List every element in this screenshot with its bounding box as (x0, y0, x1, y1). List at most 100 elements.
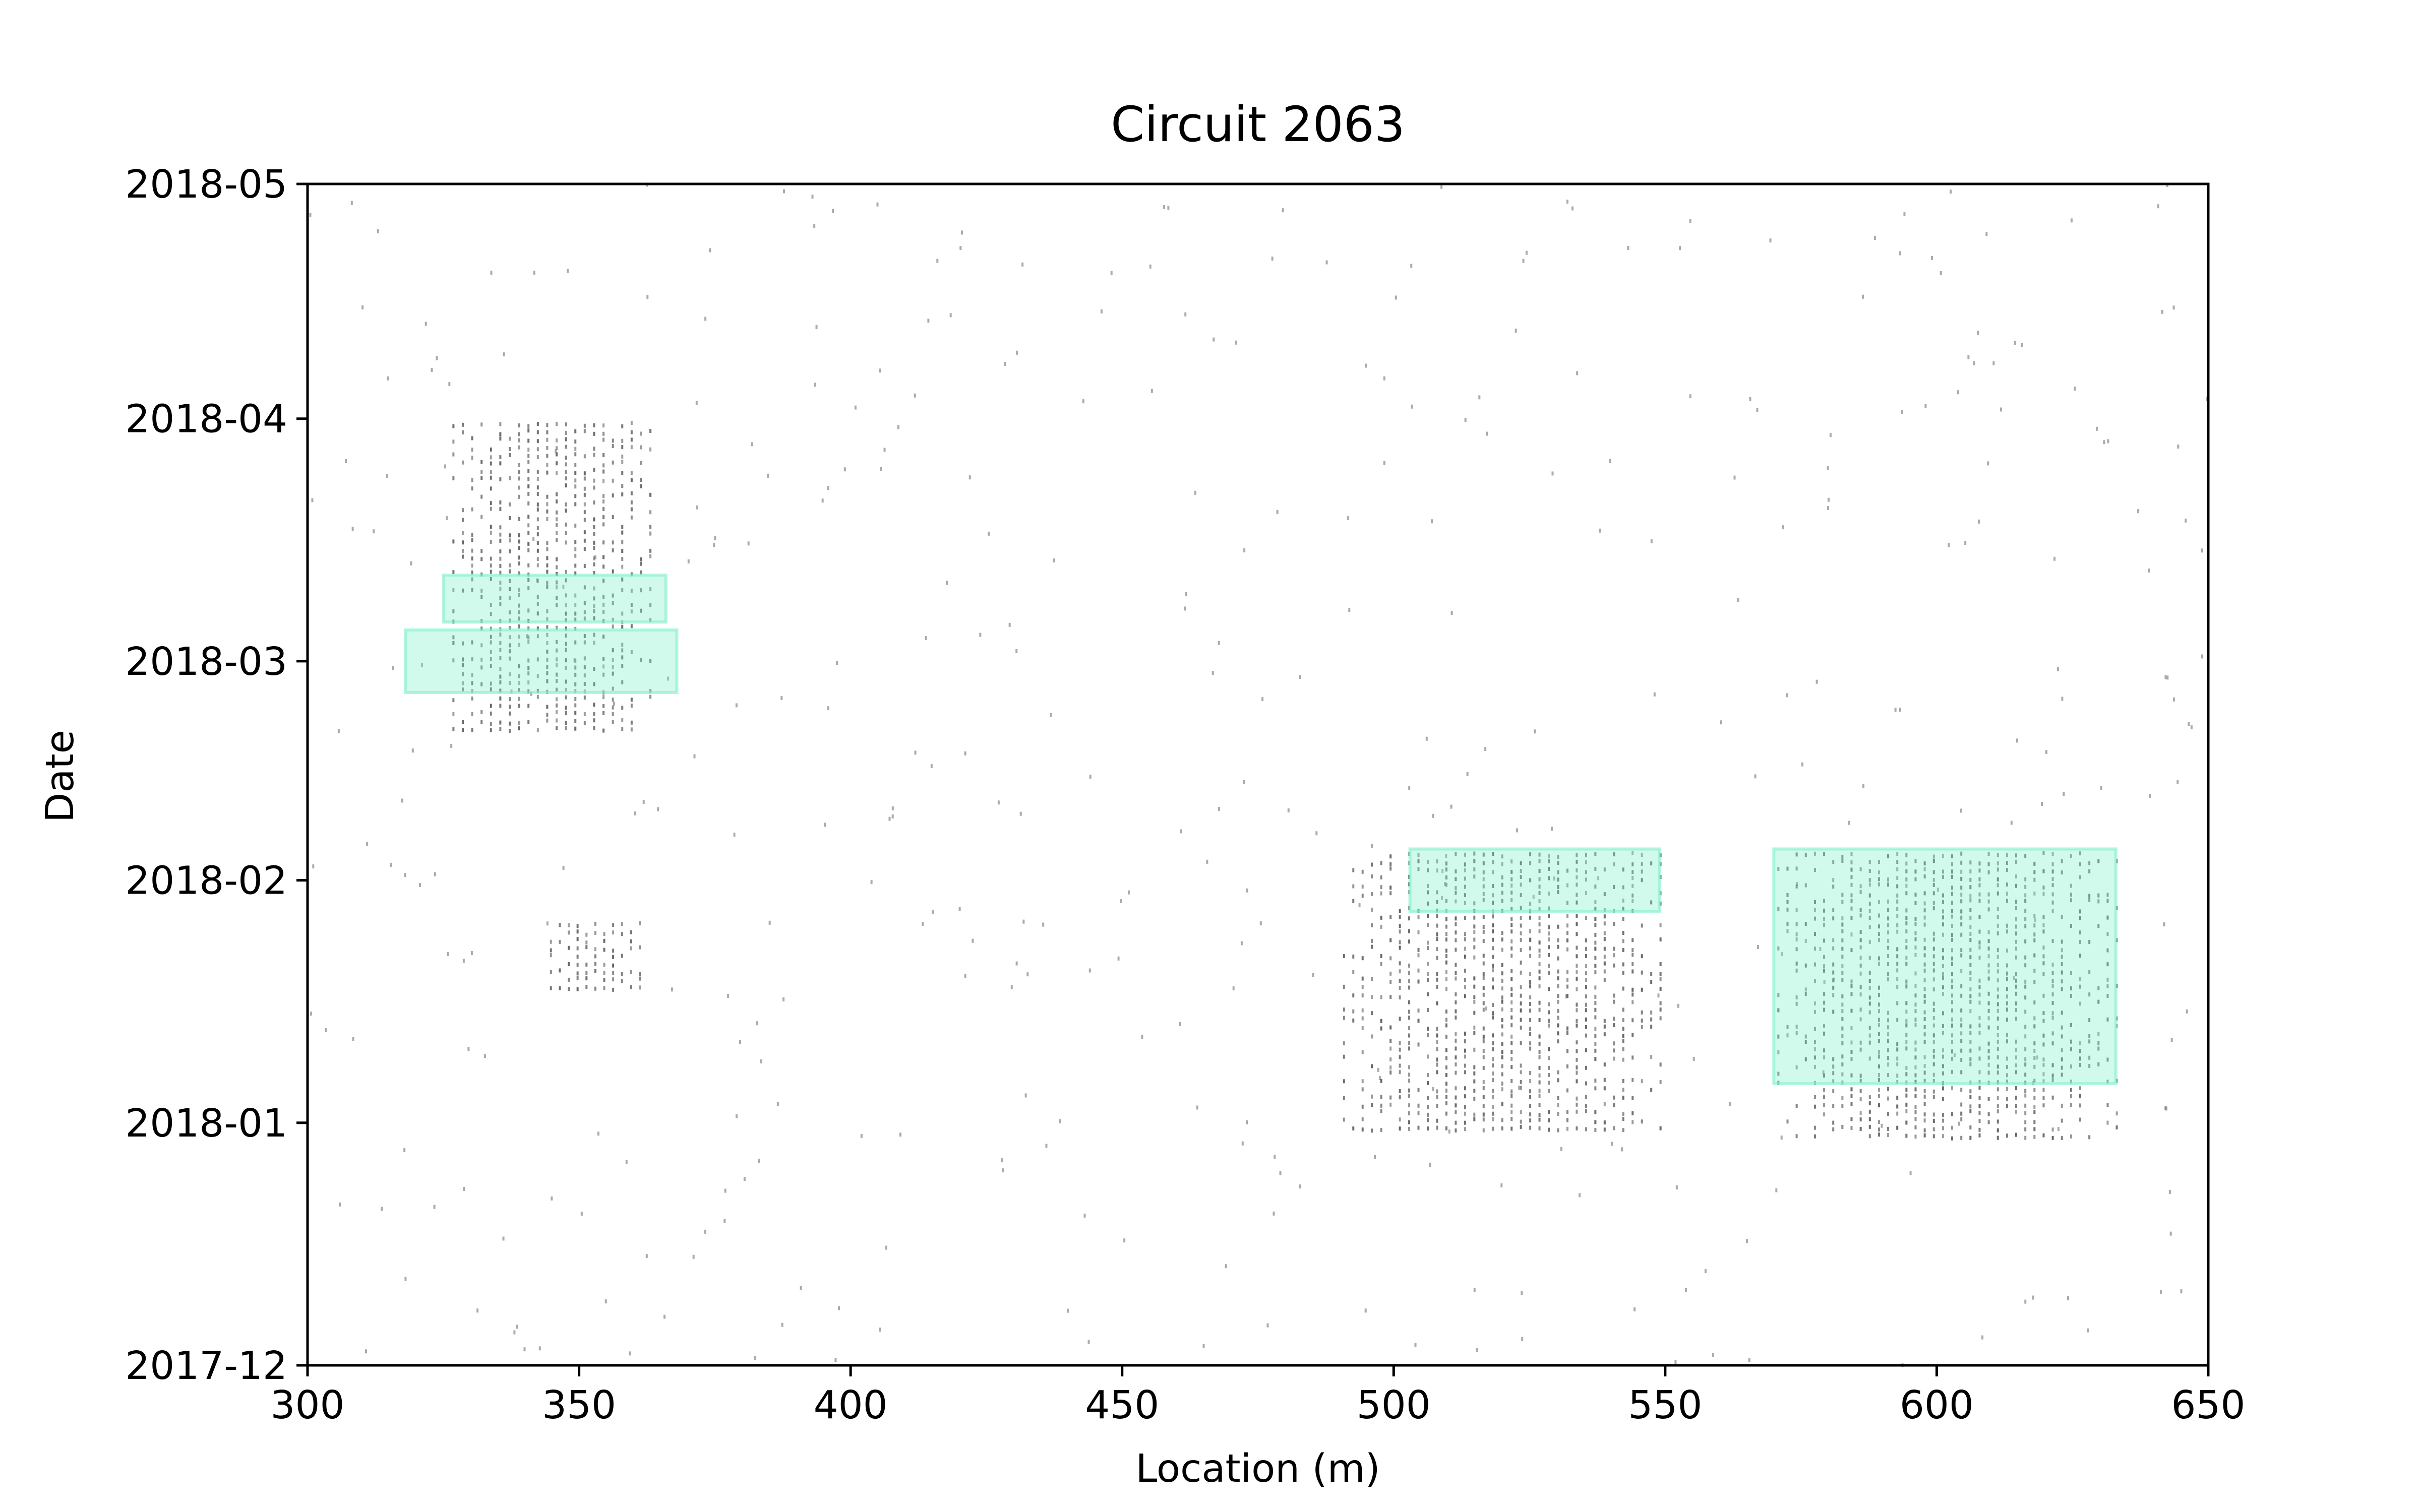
data-point (735, 1114, 738, 1118)
data-point (490, 577, 492, 581)
data-point (695, 401, 698, 405)
data-point (1436, 900, 1438, 904)
data-point (1371, 892, 1373, 896)
data-point (2024, 877, 2027, 881)
data-point (2172, 697, 2175, 702)
data-point (649, 510, 652, 515)
data-point (2051, 862, 2054, 866)
data-point (480, 710, 483, 715)
data-point (1613, 862, 1615, 866)
data-point (612, 515, 614, 520)
data-point (1850, 1057, 1853, 1061)
data-point (1520, 1110, 1522, 1114)
data-point (1585, 1008, 1587, 1013)
data-point (546, 430, 549, 434)
data-point (1677, 1003, 1679, 1008)
data-point (1585, 994, 1587, 999)
data-point (1417, 1103, 1420, 1108)
data-point (1996, 963, 1999, 967)
data-point (2061, 970, 2063, 975)
data-point (546, 641, 549, 645)
data-point (1905, 869, 1908, 873)
data-point (518, 517, 520, 521)
data-point (556, 657, 558, 662)
data-point (1987, 930, 1990, 934)
data-point (1538, 1065, 1541, 1070)
data-point (2166, 675, 2169, 680)
data-point (2061, 987, 2063, 991)
data-point (1978, 899, 1981, 903)
data-point (1996, 1070, 1999, 1075)
data-point (1777, 907, 1780, 911)
data-point (1371, 1128, 1373, 1133)
data-point (337, 729, 340, 733)
data-point (565, 706, 567, 710)
data-point (1315, 831, 1318, 836)
data-point (508, 649, 511, 654)
data-point (1832, 993, 1835, 997)
data-point (1932, 859, 1935, 863)
data-point (1196, 1105, 1198, 1110)
data-point (1622, 1128, 1624, 1132)
data-point (546, 671, 549, 675)
data-point (2079, 1094, 2082, 1098)
data-point (576, 946, 579, 951)
data-point (1841, 893, 1844, 897)
data-point (565, 462, 567, 467)
data-point (1850, 948, 1853, 953)
data-point (1361, 869, 1364, 874)
data-point (1594, 932, 1597, 937)
data-point (1850, 852, 1853, 856)
data-point (1408, 1016, 1411, 1020)
data-point (1127, 890, 1130, 895)
data-point (1473, 929, 1476, 934)
data-point (1594, 907, 1597, 911)
data-point (1603, 955, 1606, 959)
data-point (1163, 205, 1166, 210)
data-point (2006, 977, 2008, 981)
data-point (602, 595, 605, 599)
data-point (621, 932, 623, 936)
data-point (1464, 978, 1466, 982)
data-point (2033, 932, 2036, 937)
data-point (1923, 891, 1926, 896)
data-point (727, 994, 730, 998)
data-point (518, 533, 520, 538)
data-point (1445, 1048, 1447, 1052)
data-point (1603, 1062, 1606, 1067)
data-point (1896, 1125, 1899, 1130)
data-point (1896, 1095, 1899, 1100)
data-point (1905, 861, 1908, 866)
data-point (1371, 1064, 1373, 1068)
data-point (1343, 1117, 1345, 1122)
data-point (1951, 874, 1954, 879)
data-point (508, 476, 511, 480)
data-point (1492, 1057, 1494, 1061)
data-point (565, 578, 567, 583)
data-point (1813, 900, 1816, 904)
data-point (2016, 738, 2018, 743)
data-point (1464, 1063, 1466, 1068)
data-point (1859, 1047, 1862, 1052)
data-point (1455, 869, 1457, 873)
data-point (2042, 869, 2045, 873)
scatter-points (309, 182, 2208, 1367)
data-point (1923, 962, 1926, 967)
data-point (593, 531, 595, 536)
data-point (1520, 1119, 1522, 1124)
data-point (2042, 1011, 2045, 1016)
data-point (1832, 878, 1835, 883)
data-point (1389, 995, 1392, 999)
data-point (536, 502, 539, 507)
data-point (1951, 972, 1954, 976)
data-point (1923, 922, 1926, 927)
data-point (527, 658, 530, 663)
data-point (1520, 1124, 1522, 1129)
data-point (1538, 859, 1541, 863)
data-point (1850, 984, 1853, 988)
data-point (452, 658, 455, 663)
data-point (1868, 925, 1871, 929)
data-point (2079, 1086, 2082, 1091)
data-point (649, 548, 652, 553)
data-point (373, 529, 375, 534)
